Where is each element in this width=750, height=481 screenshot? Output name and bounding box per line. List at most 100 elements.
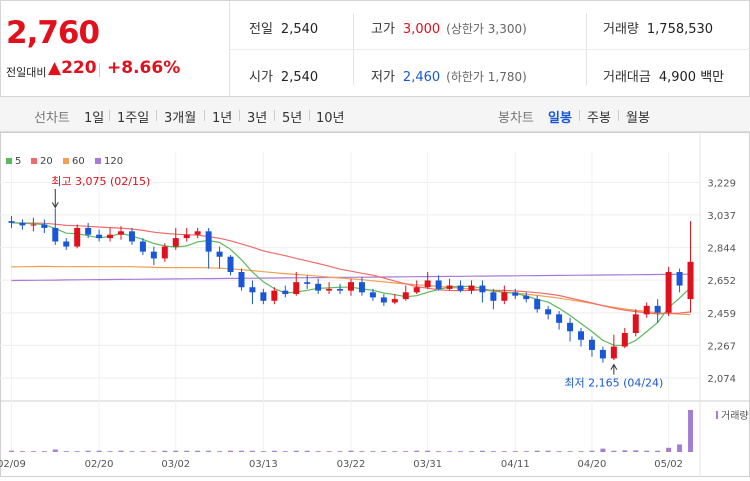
tab-period-3y[interactable]: 3년 <box>247 111 268 126</box>
volume-bar <box>184 450 190 452</box>
candle-body <box>348 282 354 291</box>
candle-body <box>567 322 574 332</box>
volume-bar <box>30 451 36 452</box>
tab-candle-weekly[interactable]: 주봉 <box>587 111 611 126</box>
x-tick-label: 03/13 <box>249 459 278 470</box>
volume-bar <box>282 451 288 452</box>
prev-close-stat: 전일 2,540 <box>249 18 318 37</box>
stock-chart: 3,229 3,037 2,844 2,652 2,459 2,267 2,074 02/09… <box>0 132 750 477</box>
tab-period-1y[interactable]: 1년 <box>212 111 233 126</box>
price-summary: 2,760 전일대비 ▲220 +8.66% <box>1 1 230 97</box>
candle-body <box>96 234 103 239</box>
volume-bar <box>381 451 387 452</box>
volume-value: 1,758,530 <box>646 22 714 37</box>
y-tick-label: 3,037 <box>707 211 736 222</box>
candle-body <box>52 227 59 242</box>
candle-body <box>63 241 70 247</box>
volume-bar <box>655 450 661 452</box>
volume-bar <box>392 451 398 452</box>
low-label: 저가 <box>371 70 395 85</box>
candle-body <box>8 221 15 223</box>
y-tick-label: 2,652 <box>707 276 736 287</box>
candle-body <box>490 292 497 301</box>
change-label: 전일대비 <box>6 66 47 79</box>
volume-bar <box>666 447 672 452</box>
volume-bar <box>315 451 321 452</box>
volume-bar <box>479 450 485 452</box>
tab-divider <box>579 110 580 121</box>
tab-divider <box>239 110 240 121</box>
tab-divider <box>274 110 275 121</box>
tab-period-3m[interactable]: 3개월 <box>164 111 197 126</box>
y-tick-label: 2,459 <box>707 309 736 320</box>
volume-bar <box>8 450 14 452</box>
volume-bar <box>151 451 157 452</box>
ma20-line <box>11 222 691 315</box>
tab-line-chart[interactable]: 선차트 <box>34 111 70 126</box>
candle-body <box>435 280 442 289</box>
tab-candle-chart[interactable]: 봉차트 <box>498 111 534 126</box>
low-value: 2,460 <box>402 70 441 85</box>
candle-body <box>654 305 661 313</box>
volume-bar <box>436 451 442 452</box>
low-arrowhead <box>610 363 618 370</box>
candle-body <box>578 331 584 340</box>
volume-bar <box>403 451 409 452</box>
volume-bar <box>162 450 168 452</box>
candle-body <box>260 292 267 301</box>
upper-limit: (상한가 3,300) <box>446 22 527 36</box>
high-label: 고가 <box>371 22 395 37</box>
tab-period-1w[interactable]: 1주일 <box>117 111 150 126</box>
tab-candle-daily[interactable]: 일봉 <box>548 111 572 126</box>
x-tick-label: 03/31 <box>413 459 442 470</box>
candle-body <box>74 227 81 247</box>
candle-body <box>161 246 168 259</box>
candle-body <box>150 251 157 259</box>
candle-body <box>282 290 289 295</box>
candle-body <box>107 234 114 239</box>
legend-label: 120 <box>104 156 123 167</box>
volume-bar <box>414 450 420 452</box>
candle-body <box>30 224 37 226</box>
tab-divider <box>204 110 205 121</box>
volume-bar <box>490 451 496 452</box>
x-tick-label: 05/02 <box>654 459 683 470</box>
candle-body <box>512 292 519 296</box>
candle-body <box>501 292 508 301</box>
candle-body <box>523 295 530 300</box>
legend-swatch <box>63 158 69 164</box>
volume-bar <box>348 450 354 452</box>
volume-bar <box>523 451 529 452</box>
amount-stat: 거래대금 4,900 백만 <box>603 66 724 85</box>
tab-divider <box>156 110 157 121</box>
change-divider <box>99 63 100 77</box>
candle-body <box>172 238 179 247</box>
volume-bar <box>677 444 683 452</box>
y-tick-label: 3,229 <box>707 178 736 189</box>
tab-period-1d[interactable]: 1일 <box>84 111 105 126</box>
tab-period-5y[interactable]: 5년 <box>282 111 303 126</box>
tab-candle-monthly[interactable]: 월봉 <box>626 111 650 126</box>
candle-body <box>687 261 694 300</box>
volume-bar <box>107 451 113 452</box>
tab-divider <box>309 110 310 121</box>
volume-bar <box>271 450 277 452</box>
legend-swatch <box>6 158 12 164</box>
candle-body <box>676 271 683 286</box>
volume-bar <box>644 450 650 452</box>
volume-label: 거래량 <box>721 410 749 422</box>
current-price: 2,760 <box>6 15 100 51</box>
tab-period-10y[interactable]: 10년 <box>316 111 345 126</box>
volume-bar <box>501 451 507 452</box>
volume-bar <box>688 410 694 452</box>
candle-body <box>534 299 541 310</box>
y-tick-label: 2,844 <box>707 244 736 255</box>
candle-body <box>194 231 201 235</box>
change-value: ▲220 <box>48 58 97 78</box>
open-label: 시가 <box>249 70 273 85</box>
candle-body <box>424 280 431 288</box>
volume-bar <box>228 450 234 452</box>
candle-body <box>457 285 464 291</box>
volume-bar <box>41 451 47 452</box>
tab-divider <box>109 110 110 121</box>
